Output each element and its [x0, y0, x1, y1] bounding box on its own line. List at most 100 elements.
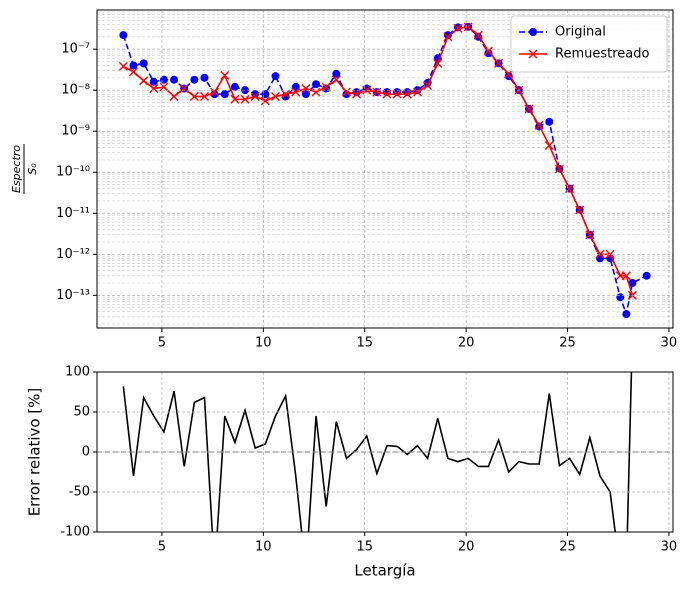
legend-marker	[528, 49, 538, 59]
x-tick-label: 25	[559, 540, 576, 555]
y-tick-label: 50	[73, 405, 90, 420]
y-axis-label: Espectro S₀	[10, 144, 39, 194]
legend-box	[510, 15, 668, 73]
y-tick-label: -50	[69, 485, 90, 500]
marker	[210, 87, 220, 97]
marker	[199, 92, 209, 102]
y-tick-label: 0	[82, 445, 90, 460]
marker	[189, 92, 199, 102]
marker	[402, 89, 412, 99]
y-tick-label: 10⁻¹⁰	[56, 165, 90, 180]
y-tick-label: 10⁻⁹	[61, 124, 90, 139]
y-tick-label: 10⁻⁸	[61, 83, 90, 98]
plot-area	[97, 11, 673, 325]
marker	[220, 90, 229, 99]
plot-area	[122, 372, 633, 532]
x-tick-label: 10	[255, 336, 272, 351]
y-axis-label: Error relativo [%]	[26, 388, 44, 517]
marker	[545, 117, 554, 126]
marker	[534, 120, 544, 130]
y-label-numerator: Espectro	[10, 145, 23, 193]
marker	[129, 61, 138, 70]
marker	[169, 92, 179, 102]
legend-label: Original	[555, 25, 606, 40]
marker	[139, 76, 149, 86]
marker	[494, 58, 504, 68]
x-tick-label: 20	[458, 336, 475, 351]
marker	[433, 58, 443, 68]
y-label-denominator: S₀	[26, 163, 39, 175]
marker	[312, 80, 321, 89]
marker	[281, 89, 291, 99]
marker	[372, 87, 382, 97]
marker	[412, 87, 422, 97]
y-tick-label: 10⁻¹¹	[56, 206, 90, 221]
marker	[362, 85, 372, 95]
marker	[200, 73, 209, 82]
marker	[331, 75, 341, 85]
x-tick-label: 25	[559, 336, 576, 351]
marker	[119, 31, 128, 40]
marker	[240, 94, 250, 104]
marker	[118, 61, 128, 71]
y-tick-label: 10⁻¹³	[56, 288, 90, 303]
legend-marker	[529, 28, 537, 36]
x-tick-label: 30	[661, 336, 678, 351]
marker	[621, 271, 631, 281]
x-tick-label: 15	[356, 336, 373, 351]
marker	[159, 82, 169, 92]
marker	[382, 89, 392, 99]
marker	[575, 205, 585, 215]
marker	[443, 31, 452, 40]
marker	[484, 49, 493, 58]
axes-frame	[96, 371, 674, 533]
marker	[270, 92, 280, 102]
marker	[341, 87, 351, 97]
marker	[251, 90, 260, 99]
marker	[605, 249, 615, 259]
x-tick-label: 10	[255, 540, 272, 555]
marker	[291, 82, 300, 91]
marker	[544, 140, 554, 150]
marker	[190, 75, 199, 84]
y-tick-label: 10⁻⁷	[61, 42, 90, 57]
marker	[129, 67, 139, 77]
marker	[149, 77, 158, 86]
marker	[392, 89, 402, 99]
marker	[241, 86, 250, 95]
marker	[311, 87, 321, 97]
marker	[301, 83, 311, 93]
marker	[616, 293, 625, 302]
marker	[332, 69, 341, 78]
marker	[622, 310, 631, 319]
marker	[352, 89, 362, 99]
x-tick-label: 20	[458, 540, 475, 555]
marker	[595, 254, 604, 263]
marker	[483, 46, 493, 56]
series-line	[122, 372, 633, 532]
marker	[220, 70, 230, 80]
marker	[230, 94, 240, 104]
marker	[443, 32, 453, 42]
marker	[149, 83, 159, 93]
y-tick-label: 100	[65, 365, 90, 380]
marker	[170, 75, 179, 84]
marker	[291, 87, 301, 97]
axes-frame	[96, 9, 674, 329]
marker	[271, 72, 280, 81]
marker	[260, 96, 270, 106]
marker	[301, 90, 310, 99]
x-tick-label: 15	[356, 540, 373, 555]
marker	[453, 23, 463, 33]
x-tick-label: 5	[158, 336, 166, 351]
marker	[261, 90, 270, 99]
marker	[463, 22, 473, 32]
legend-label: Remuestreado	[555, 47, 649, 62]
y-tick-label: 10⁻¹²	[56, 247, 90, 262]
marker	[179, 83, 189, 93]
x-tick-label: 5	[158, 540, 166, 555]
marker	[642, 271, 651, 280]
marker	[423, 81, 433, 91]
marker	[554, 164, 564, 174]
